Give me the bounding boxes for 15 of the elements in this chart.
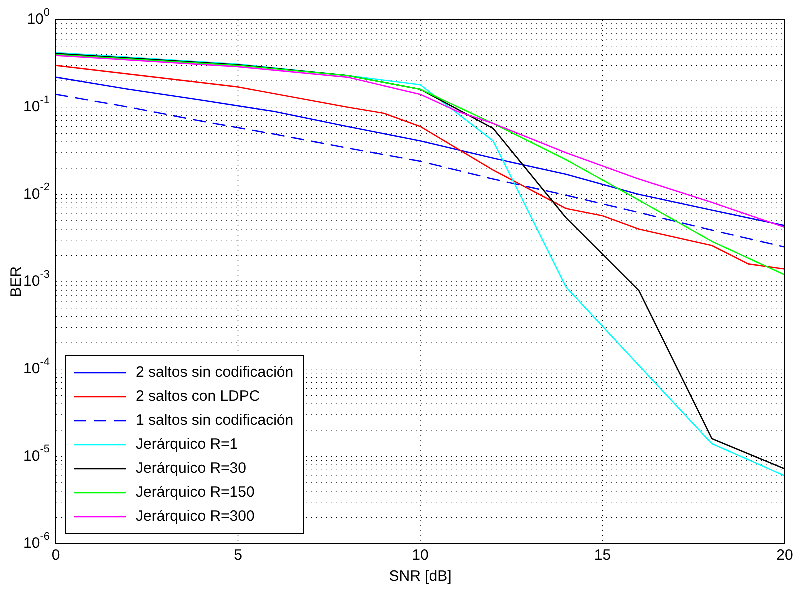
x-axis-title: SNR [dB] (389, 568, 452, 586)
legend-label: Jerárquico R=150 (136, 484, 255, 502)
x-tick-label: 0 (52, 547, 60, 564)
x-tick-label: 10 (412, 547, 429, 564)
legend-label: Jerárquico R=1 (136, 436, 238, 454)
legend-label: Jerárquico R=30 (136, 460, 246, 478)
x-tick-label: 15 (594, 547, 612, 564)
legend-label: 2 saltos con LDPC (136, 388, 260, 406)
y-axis-title: BER (8, 266, 26, 298)
legend-label: Jerárquico R=300 (136, 508, 255, 526)
x-tick-label: 5 (234, 547, 242, 564)
legend-label: 1 saltos sin codificación (136, 412, 294, 430)
legend-label: 2 saltos sin codificación (136, 364, 294, 382)
x-tick-label: 20 (776, 547, 794, 564)
line-series (56, 94, 785, 248)
